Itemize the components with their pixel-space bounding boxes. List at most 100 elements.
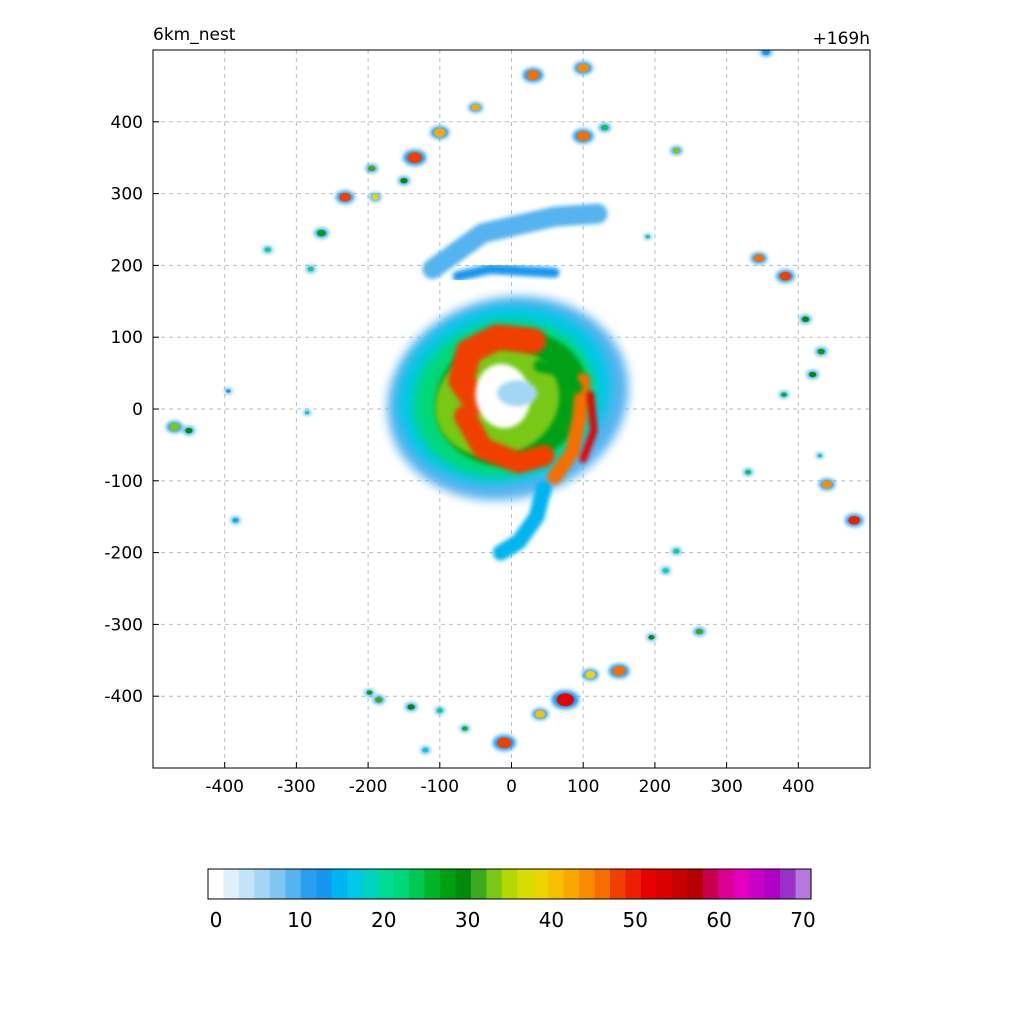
convective-cell (307, 266, 314, 272)
colorbar: 0 10 20 30 40 50 60 70 (207, 868, 816, 932)
colorbar-swatch (238, 869, 255, 899)
colorbar-swatch (424, 869, 441, 899)
convective-cell (317, 229, 326, 237)
south-eyewall (454, 405, 555, 474)
convective-cell (436, 708, 443, 713)
colorbar-swatch (347, 869, 364, 899)
colorbar-swatch (409, 869, 426, 899)
convective-cell (848, 515, 860, 525)
convective-cell (781, 392, 787, 397)
colorbar-tick-label: 40 (539, 908, 564, 932)
colorbar-swatch (470, 869, 487, 899)
colorbar-tick-label: 50 (623, 908, 648, 932)
convective-cell (434, 128, 446, 137)
colorbar-swatch (718, 869, 735, 899)
convective-cell (645, 235, 650, 239)
east-rainband-core (579, 391, 598, 463)
colorbar-swatch (780, 869, 797, 899)
y-tick-label: -300 (104, 615, 143, 635)
y-tick-label: -200 (104, 544, 143, 564)
convective-cell (535, 710, 546, 718)
x-tick-label: -400 (205, 777, 244, 797)
colorbar-swatch (455, 869, 472, 899)
convective-cell (368, 165, 376, 172)
colorbar-swatch (594, 869, 611, 899)
northern-feeder-band (422, 203, 608, 280)
y-tick-label: 100 (111, 328, 143, 348)
x-tick-label: 0 (506, 777, 517, 797)
reflectivity-field (166, 50, 864, 754)
colorbar-swatch (285, 869, 302, 899)
x-tick-label: 200 (639, 777, 671, 797)
convective-cell (745, 470, 751, 475)
convective-cell (662, 568, 669, 573)
y-tick-label: 300 (111, 185, 143, 205)
colorbar-swatch (378, 869, 395, 899)
colorbar-swatch (625, 869, 642, 899)
colorbar-swatch (610, 869, 627, 899)
convective-cell (305, 410, 310, 415)
convective-cell (526, 70, 540, 80)
colorbar-tick-label: 30 (455, 908, 480, 932)
y-tick-label: -100 (104, 472, 143, 492)
convective-cell (672, 147, 680, 154)
convective-cell (556, 693, 574, 707)
colorbar-swatch (223, 869, 240, 899)
east-rainband (547, 373, 591, 485)
y-axis: 400 300 200 100 0 -100 -200 -300 -400 (104, 113, 159, 707)
eye-haze (497, 380, 538, 407)
y-tick-label: -400 (104, 687, 143, 707)
north-eyewall (448, 324, 546, 415)
colorbar-tick-label: 60 (706, 908, 731, 932)
chart-title-left: 6km_nest (153, 25, 236, 45)
colorbar-swatch (517, 869, 534, 899)
convective-cell (585, 670, 596, 679)
convective-cell (612, 666, 626, 676)
colorbar-frame (207, 868, 812, 900)
colorbar-swatch (656, 869, 673, 899)
convective-cell (817, 348, 825, 355)
colorbar-swatch (671, 869, 688, 899)
colorbar-tick-label: 70 (790, 908, 815, 932)
colorbar-swatch (733, 869, 750, 899)
convective-cell (169, 423, 180, 431)
colorbar-swatch (439, 869, 456, 899)
y-tick-label: 200 (111, 256, 143, 276)
convective-cell (462, 726, 468, 731)
x-tick-label: 300 (710, 777, 742, 797)
colorbar-swatch (548, 869, 565, 899)
colorbar-tick-label: 20 (371, 908, 396, 932)
convective-cell (601, 124, 609, 131)
colorbar-swatch (764, 869, 781, 899)
convective-cell (366, 690, 373, 695)
colorbar-swatch (300, 869, 317, 899)
y-tick-label: 0 (132, 400, 143, 420)
colorbar-swatch (501, 869, 518, 899)
chart-title-right: +169h (813, 29, 870, 49)
convective-cell (779, 271, 792, 281)
convective-cell (339, 192, 351, 202)
colorbar-swatch (208, 869, 225, 899)
convective-cell (673, 549, 680, 554)
x-tick-label: 100 (567, 777, 599, 797)
convective-cell (497, 737, 512, 749)
convective-cell (422, 747, 429, 753)
colorbar-swatch (316, 869, 333, 899)
convective-cell (821, 480, 832, 489)
colorbar-swatch (795, 869, 812, 899)
convective-cell (695, 628, 703, 635)
convective-cell (762, 50, 770, 55)
x-axis: -400 -300 -200 -100 0 100 200 300 400 (205, 762, 815, 797)
convective-cell (232, 518, 239, 523)
convective-cell (407, 152, 422, 164)
colorbar-swatch (749, 869, 766, 899)
colorbar-swatch (640, 869, 657, 899)
x-tick-label: -100 (421, 777, 460, 797)
colorbar-swatch (331, 869, 348, 899)
colorbar-swatch (702, 869, 719, 899)
colorbar-swatch (393, 869, 410, 899)
convective-cell (375, 697, 383, 703)
convective-cell (809, 371, 817, 378)
colorbar-tick-label: 10 (287, 908, 312, 932)
